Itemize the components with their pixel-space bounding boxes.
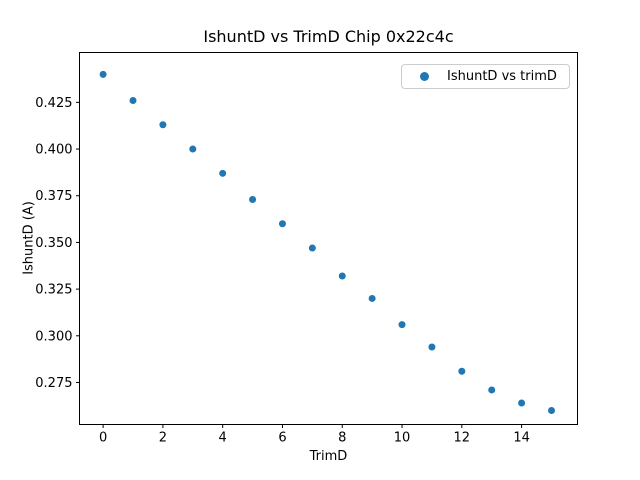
y-tick-label: 0.375 xyxy=(35,189,72,204)
y-tick-label: 0.425 xyxy=(35,96,72,111)
scatter-point xyxy=(488,386,496,394)
scatter-point xyxy=(159,121,167,129)
scatter-point xyxy=(249,195,257,203)
legend: IshuntD vs trimD xyxy=(401,64,570,89)
y-tick-label: 0.350 xyxy=(35,236,72,251)
x-tick-label: 6 xyxy=(278,431,286,446)
y-tick-label: 0.275 xyxy=(35,376,72,391)
legend-marker-icon xyxy=(420,72,429,81)
scatter-point xyxy=(129,96,137,104)
scatter-point xyxy=(458,367,466,375)
scatter-point xyxy=(398,321,406,329)
x-tick-label: 4 xyxy=(219,431,227,446)
x-tick-label: 2 xyxy=(159,431,167,446)
y-axis-label: IshuntD (A) xyxy=(21,201,37,275)
scatter-point xyxy=(308,244,316,252)
scatter-point xyxy=(99,70,107,78)
plot-title: IshuntD vs TrimD Chip 0x22c4c xyxy=(203,27,454,46)
scatter-point xyxy=(547,406,555,414)
legend-label: IshuntD vs trimD xyxy=(447,69,557,84)
x-tick-label: 10 xyxy=(394,431,411,446)
scatter-point xyxy=(518,399,526,407)
x-tick-label: 0 xyxy=(99,431,107,446)
x-axis-label: TrimD xyxy=(309,449,348,464)
y-tick-label: 0.325 xyxy=(35,283,72,298)
plot-spines xyxy=(79,52,578,425)
y-tick-label: 0.300 xyxy=(35,329,72,344)
x-tick-label: 12 xyxy=(454,431,471,446)
scatter-point xyxy=(338,272,346,280)
y-tick-label: 0.400 xyxy=(35,143,72,158)
scatter-point xyxy=(428,343,436,351)
scatter-point xyxy=(189,145,197,153)
scatter-point xyxy=(278,220,286,228)
scatter-point xyxy=(219,169,227,177)
x-tick-label: 14 xyxy=(513,431,530,446)
x-tick-label: 8 xyxy=(338,431,346,446)
scatter-point xyxy=(368,294,376,302)
